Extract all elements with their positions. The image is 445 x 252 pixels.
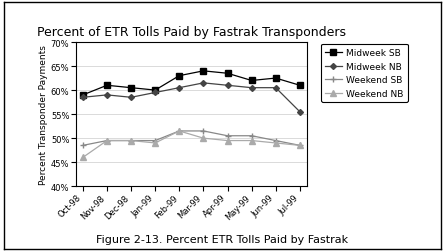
Midweek NB <box>273 87 279 90</box>
Midweek SB <box>225 73 230 76</box>
Weekend SB <box>104 140 109 143</box>
Midweek SB <box>153 89 158 92</box>
Title: Percent of ETR Tolls Paid by Fastrak Transponders: Percent of ETR Tolls Paid by Fastrak Tra… <box>37 26 346 39</box>
Weekend SB <box>297 144 303 147</box>
Weekend SB <box>153 140 158 143</box>
Weekend SB <box>80 144 85 147</box>
Midweek SB <box>80 94 85 97</box>
Weekend NB <box>297 144 303 147</box>
Weekend NB <box>273 142 279 145</box>
Midweek SB <box>129 87 134 90</box>
Midweek SB <box>177 75 182 78</box>
Weekend NB <box>80 156 85 159</box>
Midweek NB <box>225 84 230 87</box>
Midweek NB <box>249 87 254 90</box>
Midweek SB <box>249 80 254 83</box>
Line: Weekend NB: Weekend NB <box>80 129 303 161</box>
Midweek SB <box>201 70 206 73</box>
Line: Midweek SB: Midweek SB <box>80 69 303 98</box>
Weekend NB <box>225 140 230 143</box>
Weekend SB <box>201 130 206 133</box>
Weekend NB <box>153 142 158 145</box>
Weekend NB <box>104 140 109 143</box>
Midweek NB <box>129 97 134 100</box>
Weekend SB <box>249 135 254 138</box>
Weekend SB <box>225 135 230 138</box>
Text: Figure 2-13. Percent ETR Tolls Paid by Fastrak: Figure 2-13. Percent ETR Tolls Paid by F… <box>97 234 348 244</box>
Midweek SB <box>297 84 303 87</box>
Midweek SB <box>104 84 109 87</box>
Line: Midweek NB: Midweek NB <box>81 81 302 114</box>
Weekend NB <box>201 137 206 140</box>
Line: Weekend SB: Weekend SB <box>79 128 303 149</box>
Midweek NB <box>201 82 206 85</box>
Midweek NB <box>80 97 85 100</box>
Midweek NB <box>177 87 182 90</box>
Weekend NB <box>177 130 182 133</box>
Midweek NB <box>153 92 158 95</box>
Weekend NB <box>129 140 134 143</box>
Midweek NB <box>104 94 109 97</box>
Weekend SB <box>129 140 134 143</box>
Midweek NB <box>297 111 303 114</box>
Midweek SB <box>273 77 279 80</box>
Y-axis label: Percent Transponder Payments: Percent Transponder Payments <box>39 45 48 184</box>
Weekend SB <box>273 140 279 143</box>
Weekend NB <box>249 140 254 143</box>
Weekend SB <box>177 130 182 133</box>
Legend: Midweek SB, Midweek NB, Weekend SB, Weekend NB: Midweek SB, Midweek NB, Weekend SB, Week… <box>321 44 408 103</box>
